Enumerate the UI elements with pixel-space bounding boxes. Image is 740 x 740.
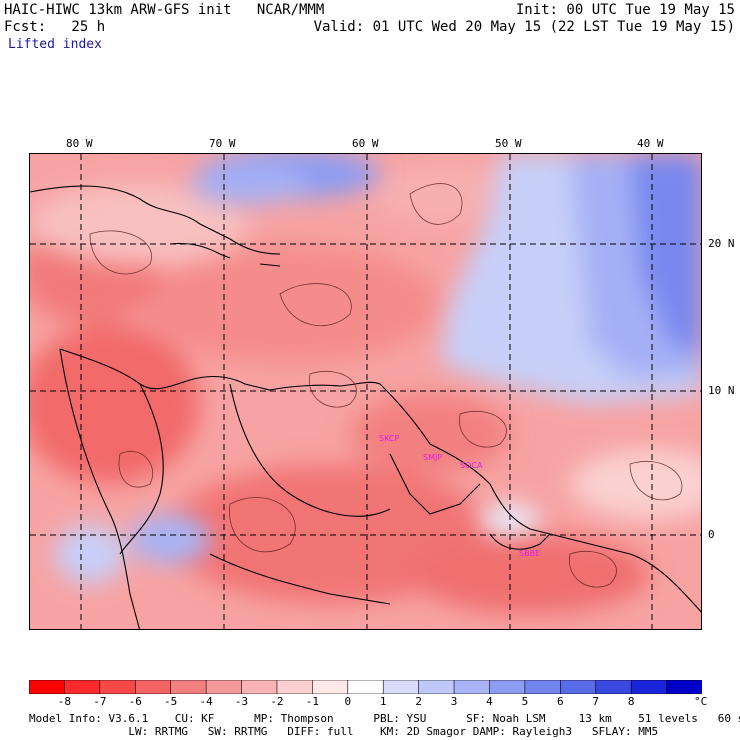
colorbar-swatch	[489, 680, 526, 694]
colorbar-swatch	[595, 680, 632, 694]
map-canvas: SKCP SMJP SOCA SBBE	[30, 154, 701, 629]
station-sbbe: SBBE	[519, 549, 540, 558]
colorbar-swatch	[666, 680, 702, 694]
colorbar-tick: -8	[57, 695, 72, 708]
colorbar-swatch	[524, 680, 562, 694]
colorbar-tick: 6	[557, 695, 564, 708]
colorbar-swatch	[630, 680, 668, 694]
model-info-line1: Model Info: V3.6.1 CU: KF MP: Thompson P…	[29, 712, 740, 725]
colorbar-swatch	[134, 680, 172, 694]
lat-label-0: 0	[708, 528, 715, 541]
lon-label-60w: 60 W	[352, 137, 379, 150]
colorbar-tick: 4	[486, 695, 493, 708]
colorbar-swatch	[29, 680, 66, 694]
colorbar-tick: -7	[93, 695, 107, 708]
lon-label-40w: 40 W	[637, 137, 664, 150]
colorbar-tick: -2	[270, 695, 284, 708]
colorbar-tick: -4	[199, 695, 213, 708]
init-time: Init: 00 UTC Tue 19 May 15	[515, 2, 735, 18]
lon-label-50w: 50 W	[495, 137, 522, 150]
lat-label-10n: 10 N	[708, 384, 735, 397]
positive-regions	[55, 154, 701, 584]
colorbar-tick: -5	[164, 695, 178, 708]
station-soca: SOCA	[460, 461, 483, 470]
colombia-border	[119, 383, 164, 555]
colorbar-swatch	[312, 680, 349, 694]
south-america-north-coast	[59, 348, 701, 613]
colorbar-tick: 1	[379, 695, 387, 708]
colorbar-tick: 8	[627, 695, 635, 708]
colorbar-tick: -6	[128, 695, 142, 708]
coastlines	[30, 185, 701, 629]
colorbar-swatch	[347, 680, 385, 694]
colorbar-tick: 2	[415, 695, 422, 708]
colorbar-swatch	[418, 680, 455, 694]
forecast-hour: Fcst: 25 h	[4, 19, 106, 35]
south-america-west-coast	[59, 348, 141, 629]
contour-lines	[89, 183, 683, 588]
colorbar-tick: -1	[305, 695, 319, 708]
colorbar-tick: -3	[234, 695, 249, 708]
lon-label-70w: 70 W	[209, 137, 236, 150]
colorbar-swatch	[560, 680, 597, 694]
colorbar-tick: 3	[450, 695, 458, 708]
colorbar-unit: °C	[694, 695, 708, 708]
strong-negative-regions	[30, 224, 650, 614]
guianas-border	[389, 453, 481, 515]
colorbar	[29, 680, 702, 694]
colorbar-tick: 5	[521, 695, 529, 708]
lon-label-80w: 80 W	[66, 137, 93, 150]
brazil-border	[209, 553, 391, 605]
colorbar-swatch	[453, 680, 491, 694]
cuba-coast	[30, 185, 281, 255]
colorbar-tick: 7	[592, 695, 600, 708]
puerto-rico-coast	[259, 263, 281, 267]
field-name: Lifted index	[8, 37, 102, 52]
colorbar-swatch	[64, 680, 101, 694]
station-smjp: SMJP	[423, 453, 442, 462]
hispaniola-coast	[169, 242, 231, 259]
station-labels: SKCP SMJP SOCA SBBE	[379, 434, 540, 558]
colorbar-swatch	[241, 680, 278, 694]
colorbar-swatch	[205, 680, 243, 694]
lifted-index-map: SKCP SMJP SOCA SBBE	[29, 153, 702, 630]
header-title: HAIC-HIWC 13km ARW-GFS init NCAR/MMM	[4, 2, 325, 18]
colorbar-swatch	[170, 680, 207, 694]
station-skcp: SKCP	[379, 434, 399, 443]
amazon-mouth	[489, 533, 551, 550]
colorbar-swatch	[99, 680, 137, 694]
venezuela-border	[229, 383, 391, 517]
colorbar-swatch	[382, 680, 420, 694]
lat-label-20n: 20 N	[708, 237, 735, 250]
model-info-line2: LW: RRTMG SW: RRTMG DIFF: full KM: 2D Sm…	[29, 725, 659, 738]
lat-lon-grid	[30, 154, 701, 629]
colorbar-swatch	[276, 680, 314, 694]
colorbar-tick: 0	[344, 695, 352, 708]
valid-time: Valid: 01 UTC Wed 20 May 15 (22 LST Tue …	[313, 19, 735, 35]
